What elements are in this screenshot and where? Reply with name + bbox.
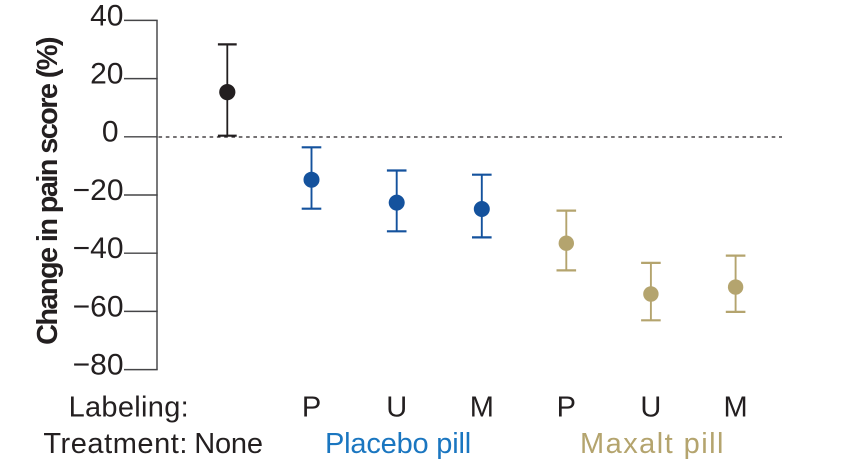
svg-text:−40: −40 <box>73 232 124 265</box>
svg-text:Labeling:: Labeling: <box>69 392 189 424</box>
svg-text:40: 40 <box>90 0 123 32</box>
svg-text:20: 20 <box>90 58 123 91</box>
svg-text:Placebo pill: Placebo pill <box>325 428 471 460</box>
svg-text:−60: −60 <box>73 290 124 323</box>
svg-text:0: 0 <box>102 116 119 149</box>
svg-text:Treatment:: Treatment: <box>43 428 188 460</box>
svg-text:P: P <box>302 392 321 424</box>
svg-text:Change in pain score (%): Change in pain score (%) <box>32 37 64 345</box>
svg-text:U: U <box>640 392 661 424</box>
svg-text:P: P <box>557 392 576 424</box>
svg-text:U: U <box>386 392 407 424</box>
svg-text:−80: −80 <box>73 349 124 382</box>
svg-text:−20: −20 <box>73 174 124 207</box>
svg-text:M: M <box>724 392 748 424</box>
svg-text:Maxalt pill: Maxalt pill <box>580 428 725 460</box>
svg-text:M: M <box>470 392 494 424</box>
svg-text:None: None <box>194 428 263 460</box>
